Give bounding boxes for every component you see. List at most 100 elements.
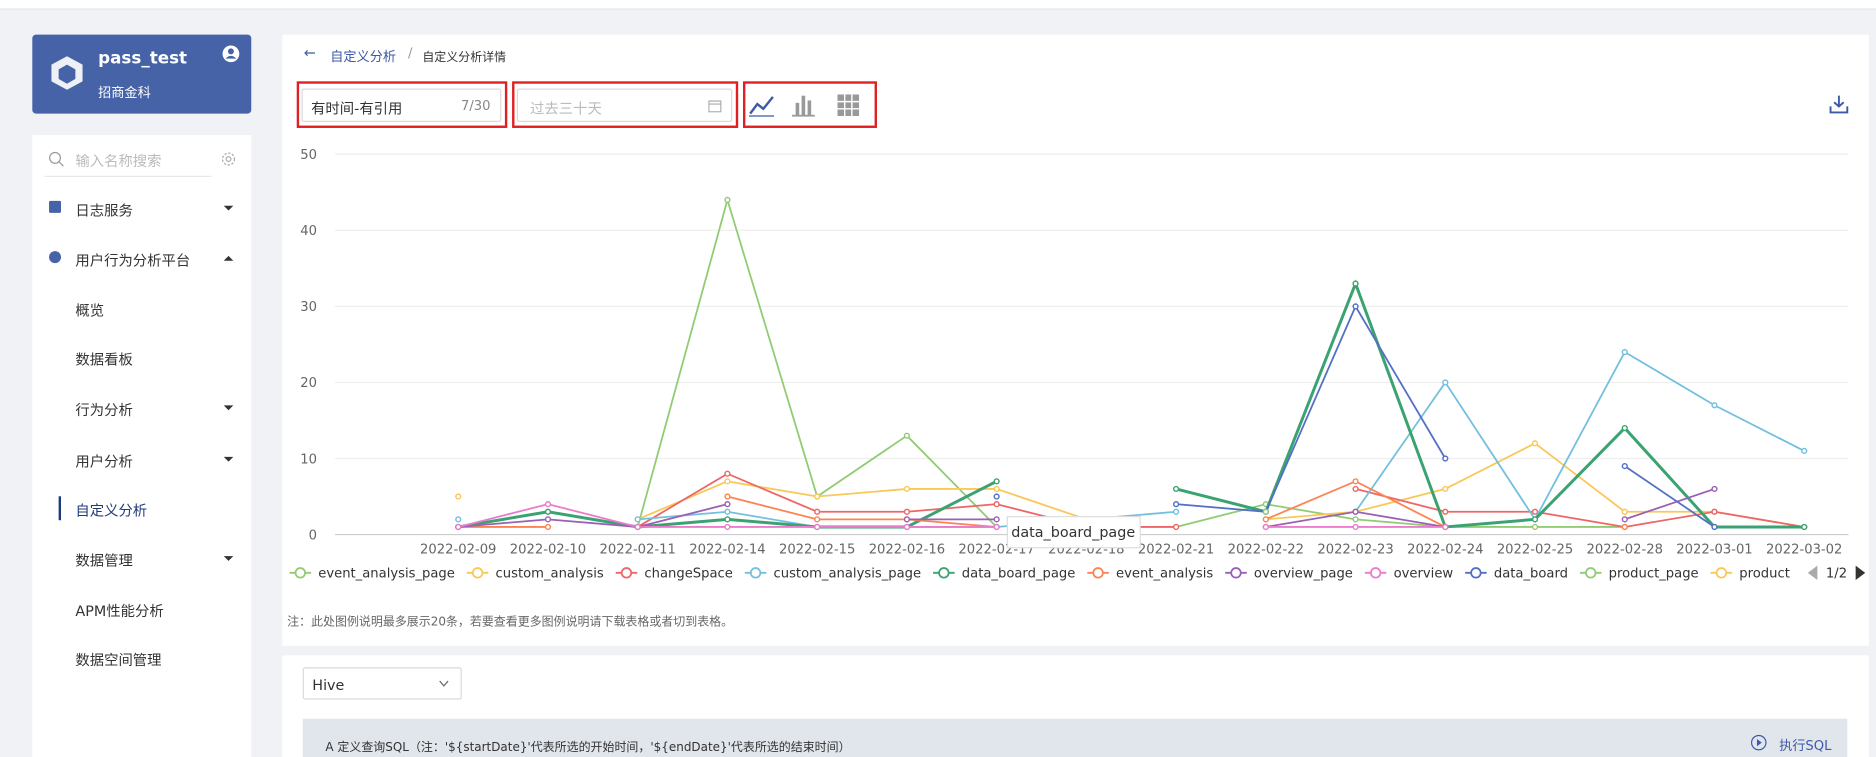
data-point xyxy=(1172,501,1180,508)
name-count: 7/30 xyxy=(460,98,491,114)
run-sql-btn[interactable]: 执行SQL xyxy=(1779,737,1832,754)
project-name: pass_test xyxy=(98,49,188,69)
data-point xyxy=(1262,508,1269,515)
series-line xyxy=(636,196,1625,528)
legend-label: overview_page xyxy=(1254,567,1353,582)
breadcrumb-parent[interactable]: 自定义分析 xyxy=(330,49,397,65)
settings-icon[interactable] xyxy=(220,151,237,168)
data-point xyxy=(993,523,1000,531)
legend-item[interactable]: data_board xyxy=(1465,567,1568,582)
data-point xyxy=(903,432,911,439)
tooltip-text: data_board_page xyxy=(1011,525,1135,541)
data-point xyxy=(1172,523,1180,531)
y-tick-label: 0 xyxy=(309,528,317,543)
legend-item[interactable]: overview xyxy=(1364,567,1454,582)
data-point xyxy=(1352,478,1359,485)
user-icon[interactable] xyxy=(221,44,240,63)
name-input[interactable]: 有时间-有引用 7/30 xyxy=(301,88,502,122)
bar-chart-btn[interactable] xyxy=(792,95,815,117)
search-input[interactable]: 输入名称搜索 xyxy=(75,153,162,170)
legend-item[interactable]: overview_page xyxy=(1225,567,1353,582)
legend-next[interactable] xyxy=(1855,565,1866,581)
date-placeholder: 过去三十天 xyxy=(530,100,602,118)
menu-item[interactable]: 用户行为分析平台 xyxy=(75,252,191,270)
legend-item[interactable]: product_page xyxy=(1579,567,1699,582)
line-chart-btn[interactable] xyxy=(748,96,775,117)
legend-item[interactable]: product xyxy=(1710,567,1790,582)
legend-marker xyxy=(1369,567,1382,579)
menu-arrow[interactable] xyxy=(223,456,234,462)
legend-marker xyxy=(620,567,633,579)
x-tick-label: 2022-02-14 xyxy=(689,543,765,558)
legend-item[interactable]: data_board_page xyxy=(933,567,1075,582)
breadcrumb-sep: / xyxy=(407,45,413,61)
data-point xyxy=(1531,508,1539,515)
legend-marker xyxy=(1230,567,1242,579)
legend-item[interactable]: custom_analysis xyxy=(466,567,604,582)
menu-arrow[interactable] xyxy=(223,255,234,261)
date-input[interactable]: 过去三十天 xyxy=(516,88,733,122)
data-point xyxy=(1442,508,1449,515)
data-point xyxy=(1442,523,1449,531)
menu-arrow[interactable] xyxy=(223,205,234,211)
data-point xyxy=(544,516,552,523)
data-point xyxy=(724,523,731,531)
sql-header: A 定义查询SQL（注：'${startDate}'代表所选的开始时间，'${e… xyxy=(302,718,1848,757)
menu-item[interactable]: 数据管理 xyxy=(75,552,133,570)
legend-marker xyxy=(1715,567,1728,579)
data-point xyxy=(1621,508,1628,515)
x-tick-label: 2022-02-16 xyxy=(869,543,945,558)
engine-select[interactable]: Hive xyxy=(302,667,462,700)
data-point xyxy=(724,493,731,500)
chart-type-switch xyxy=(748,94,860,117)
legend-prev[interactable] xyxy=(1807,565,1818,581)
menu-item[interactable]: 用户分析 xyxy=(75,453,133,470)
menu-item[interactable]: 自定义分析 xyxy=(75,502,148,520)
tooltip: data_board_page xyxy=(1006,516,1141,549)
legend-label: product xyxy=(1739,567,1790,582)
data-point xyxy=(1711,508,1718,515)
data-point xyxy=(455,523,462,531)
data-point xyxy=(814,508,821,515)
data-point xyxy=(1621,463,1628,470)
menu-arrow[interactable] xyxy=(223,405,234,411)
data-point xyxy=(724,196,731,204)
legend-item[interactable]: event_analysis_page xyxy=(289,567,455,582)
series-line xyxy=(637,442,1805,528)
menu-icon xyxy=(49,200,62,213)
menu-item[interactable]: 概览 xyxy=(75,302,105,320)
legend-marker xyxy=(938,567,950,579)
data-point xyxy=(1172,508,1180,515)
x-tick-label: 2022-02-10 xyxy=(510,543,586,558)
legend: event_analysis_page custom_analysis change… xyxy=(289,567,1790,582)
legend-label: data_board_page xyxy=(962,567,1076,582)
top-bar xyxy=(0,0,1876,10)
data-point xyxy=(1262,516,1269,523)
org-name: 招商金科 xyxy=(98,84,151,101)
data-point xyxy=(1711,485,1718,493)
menu-arrow[interactable] xyxy=(223,556,234,561)
data-point xyxy=(993,516,1000,523)
data-point xyxy=(455,516,462,523)
legend-item[interactable]: changeSpace xyxy=(615,567,733,582)
legend-page: 1/2 xyxy=(1826,567,1847,582)
menu-item[interactable]: 行为分析 xyxy=(75,401,133,419)
legend-item[interactable]: custom_analysis_page xyxy=(744,567,922,582)
back-arrow[interactable]: ← xyxy=(303,44,316,61)
series-line xyxy=(458,488,1715,528)
legend-item[interactable]: event_analysis xyxy=(1087,567,1213,582)
project-card: pass_test 招商金科 xyxy=(32,34,252,114)
legend-marker xyxy=(1470,567,1482,579)
menu-item[interactable]: 日志服务 xyxy=(75,202,133,219)
y-tick-label: 30 xyxy=(300,300,317,315)
table-btn[interactable] xyxy=(837,94,860,117)
menu-item[interactable]: 数据空间管理 xyxy=(75,651,162,669)
download-btn[interactable] xyxy=(1828,93,1850,115)
legend-label: custom_analysis_page xyxy=(774,567,922,582)
logo xyxy=(51,56,83,90)
menu-item[interactable]: APM性能分析 xyxy=(75,602,164,620)
menu-item[interactable]: 数据看板 xyxy=(75,351,133,369)
data-point xyxy=(814,493,821,500)
x-tick-label: 2022-02-22 xyxy=(1228,543,1304,558)
